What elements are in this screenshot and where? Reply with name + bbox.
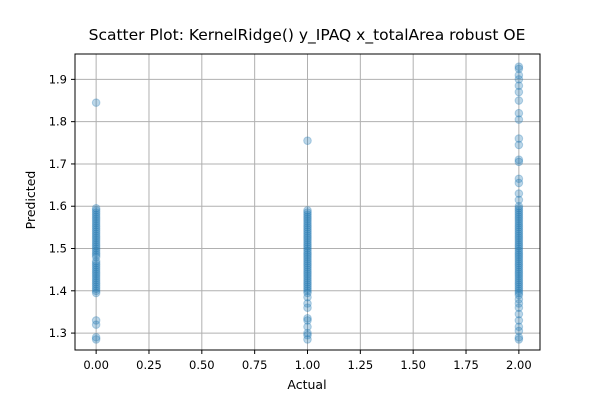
x-tick-label-6: 1.50 xyxy=(400,358,426,372)
scatter-point-0-42 xyxy=(92,321,100,329)
y-tick-label-1: 1.4 xyxy=(49,284,67,298)
x-tick-label-8: 2.00 xyxy=(506,358,532,372)
y-tick-label-0: 1.3 xyxy=(49,326,67,340)
x-tick-label-4: 1.00 xyxy=(295,358,321,372)
x-tick-label-5: 1.25 xyxy=(348,358,374,372)
x-tick-label-3: 0.75 xyxy=(242,358,268,372)
scatter-point-0-103 xyxy=(515,116,523,124)
scatter-point-0-94 xyxy=(304,336,312,344)
y-tick-label-6: 1.9 xyxy=(49,72,67,86)
scatter-point-0-107 xyxy=(515,158,523,166)
chart-title: Scatter Plot: KernelRidge() y_IPAQ x_tot… xyxy=(89,26,526,45)
scatter-point-0-40 xyxy=(92,289,100,297)
scatter-point-0-88 xyxy=(304,304,312,312)
scatter-point-0-109 xyxy=(515,179,523,187)
y-axis-label: Predicted xyxy=(23,171,38,230)
y-tick-label-2: 1.5 xyxy=(49,242,67,256)
y-tick-label-4: 1.7 xyxy=(49,157,67,171)
x-tick-label-0: 0.00 xyxy=(83,358,109,372)
y-tick-label-5: 1.8 xyxy=(49,115,67,129)
scatter-point-0-105 xyxy=(515,141,523,149)
scatter-point-0-45 xyxy=(304,137,312,145)
scatter-point-0-100 xyxy=(515,88,523,96)
x-tick-label-2: 0.50 xyxy=(189,358,215,372)
x-tick-label-7: 1.75 xyxy=(453,358,479,372)
scatter-point-0-44 xyxy=(92,336,100,344)
x-axis-label: Actual xyxy=(287,377,326,392)
scatter-point-0-101 xyxy=(515,97,523,105)
y-tick-label-3: 1.6 xyxy=(49,199,67,213)
scatter-point-0-0 xyxy=(92,99,100,107)
scatter-point-0-163 xyxy=(515,336,523,344)
x-tick-label-1: 0.25 xyxy=(136,358,162,372)
